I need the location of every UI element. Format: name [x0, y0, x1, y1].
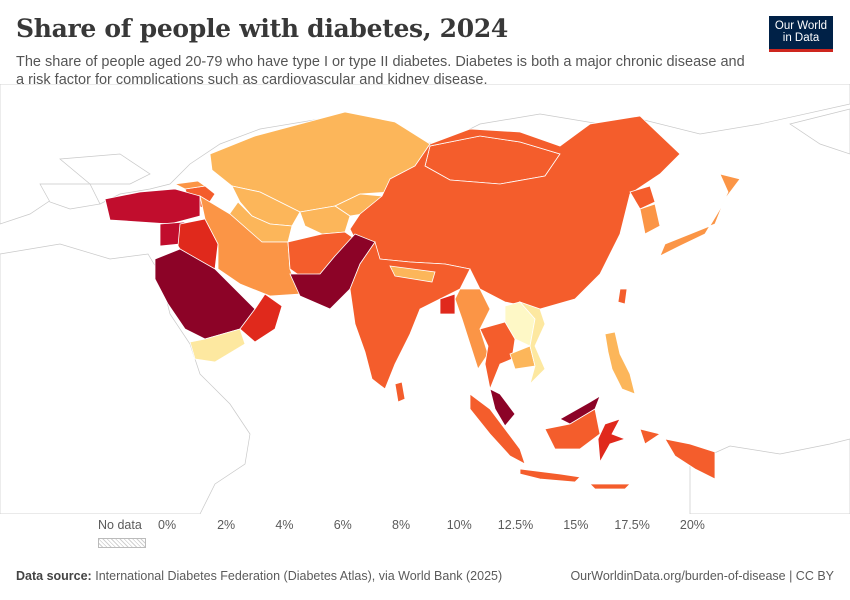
- russia-far-east-outline: [789, 108, 850, 155]
- north-africa-outline: [0, 243, 251, 514]
- country-georgia: [173, 180, 207, 190]
- country-malaysia-peninsula: [489, 388, 516, 427]
- country-indonesia-east: [589, 428, 661, 490]
- country-south-korea: [639, 203, 661, 235]
- legend-tick-label: 20%: [679, 518, 705, 532]
- country-indonesia-java: [519, 468, 581, 483]
- country-indonesia-sulawesi: [597, 418, 627, 464]
- country-north-korea: [629, 185, 656, 210]
- legend-no-data-swatch: [98, 538, 146, 548]
- country-turkey: [104, 188, 201, 225]
- choropleth-map[interactable]: [0, 84, 850, 514]
- country-malaysia-borneo: [559, 395, 601, 425]
- data-source: Data source: International Diabetes Fede…: [16, 569, 502, 583]
- country-iran: [199, 195, 301, 297]
- legend-tick-label: 6%: [333, 518, 352, 532]
- country-vietnam: [518, 301, 546, 386]
- chart-title: Share of people with diabetes, 2024: [16, 14, 509, 43]
- logo-line-1: Our World: [774, 20, 828, 32]
- logo-line-2: in Data: [782, 32, 820, 44]
- country-indonesia-sumatra: [469, 393, 526, 465]
- legend-tick-label: 2%: [217, 518, 236, 532]
- footer-link[interactable]: OurWorldinData.org/burden-of-disease | C…: [570, 569, 834, 583]
- country-japan: [659, 173, 741, 257]
- legend-tick-label: 10%: [446, 518, 472, 532]
- country-thailand: [479, 321, 516, 391]
- country-sri-lanka: [394, 381, 406, 403]
- country-philippines: [604, 331, 636, 395]
- country-papua: [664, 438, 716, 480]
- country-shapes: [104, 111, 741, 490]
- country-myanmar: [454, 288, 491, 370]
- legend-tick-label: 4%: [275, 518, 294, 532]
- legend-no-data-label: No data: [98, 518, 142, 532]
- legend-tick-label: 8%: [392, 518, 411, 532]
- australia-outline: [689, 438, 850, 514]
- legend-tick-label: 17.5%: [614, 518, 650, 532]
- country-bangladesh: [439, 293, 456, 315]
- ukraine-outline: [59, 153, 151, 185]
- data-source-text: International Diabetes Federation (Diabe…: [95, 569, 503, 583]
- country-taiwan: [617, 288, 628, 305]
- owid-logo[interactable]: Our World in Data: [769, 16, 833, 52]
- legend-tick-label: 15%: [563, 518, 589, 532]
- data-source-label: Data source:: [16, 569, 92, 583]
- country-nepal: [389, 265, 436, 283]
- country-yemen: [189, 328, 246, 363]
- balkans-outline: [39, 183, 101, 210]
- legend-tick-label: 0%: [158, 518, 177, 532]
- legend-tick-label: 12.5%: [497, 518, 534, 532]
- country-oman: [239, 293, 283, 343]
